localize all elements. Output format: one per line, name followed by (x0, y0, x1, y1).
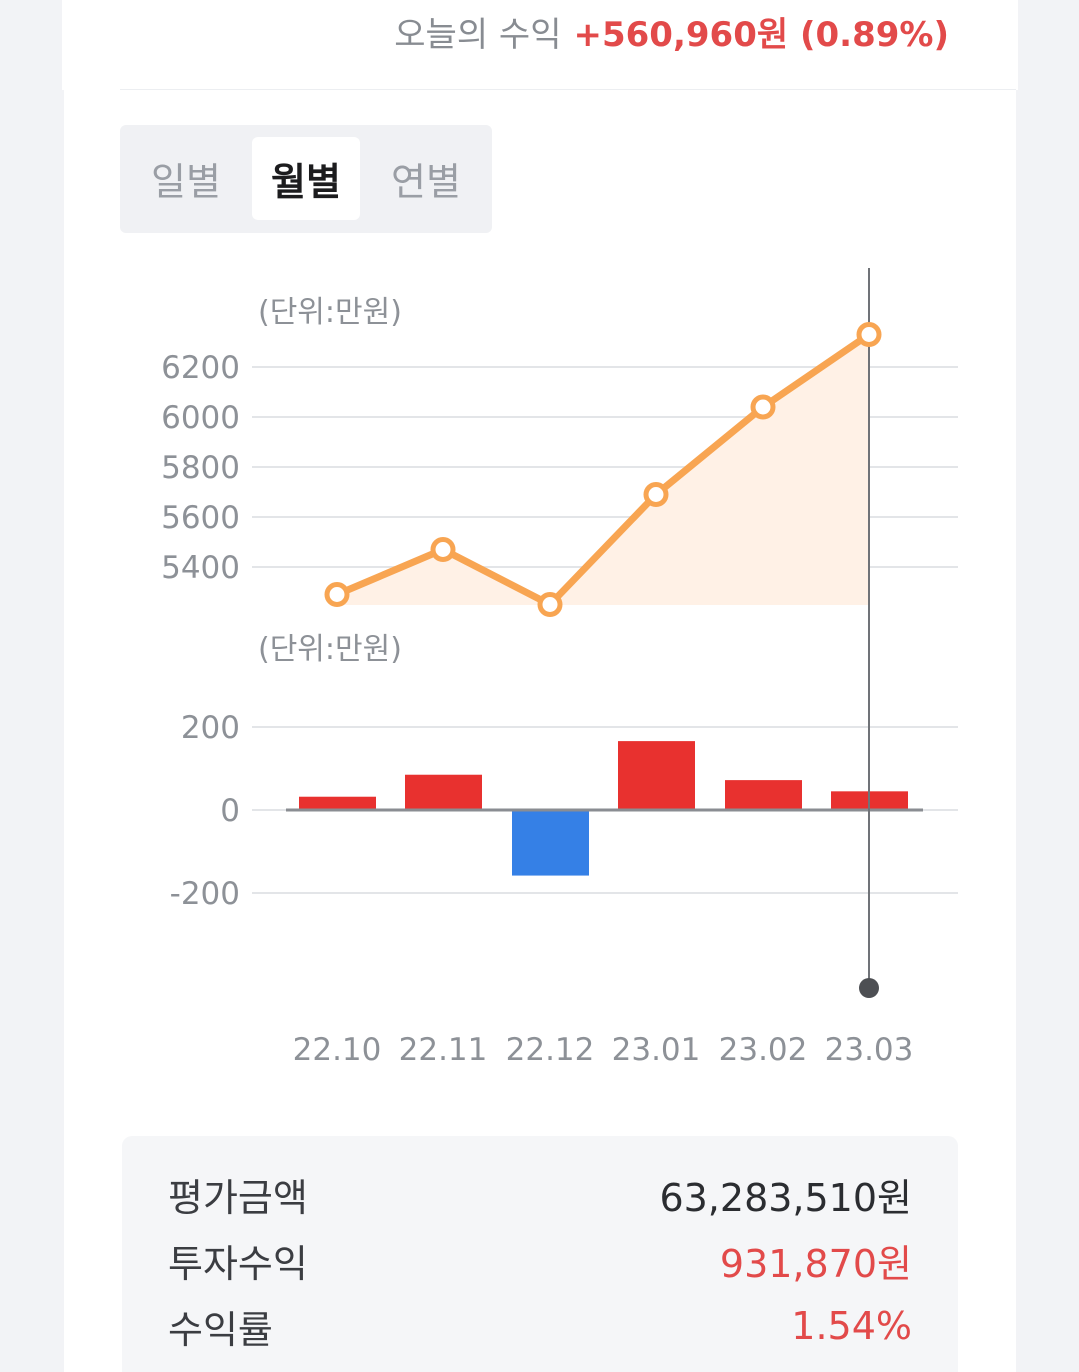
tab-monthly[interactable]: 월별 (252, 137, 360, 220)
cursor-handle (859, 978, 879, 998)
bar (618, 741, 695, 810)
x-tick-label: 23.03 (825, 1032, 914, 1068)
bar-y-tick-label: 200 (181, 710, 240, 746)
summary-label: 수익률 (168, 1307, 273, 1352)
x-tick-label: 23.02 (719, 1032, 808, 1068)
today-profit-value: +560,960원 (0.89%) (573, 14, 950, 55)
today-profit: 오늘의 수익 +560,960원 (0.89%) (394, 8, 950, 55)
line-point (856, 322, 882, 347)
line-point (750, 394, 776, 420)
summary-value: 63,283,510원 (659, 1175, 912, 1220)
x-tick-label: 23.01 (612, 1032, 701, 1068)
summary-row-investment-profit: 투자수익 931,870원 (168, 1232, 912, 1288)
x-tick-label: 22.12 (506, 1032, 595, 1068)
summary-row-return-rate: 수익률 1.54% (168, 1298, 912, 1354)
line-y-tick-label: 6200 (161, 350, 240, 386)
divider (120, 89, 1016, 90)
top-card (62, 0, 1018, 90)
line-area-fill (337, 334, 869, 605)
bar-y-tick-label: 0 (220, 793, 240, 829)
tab-daily[interactable]: 일별 (151, 160, 221, 204)
x-tick-label: 22.10 (293, 1032, 382, 1068)
bar (405, 774, 482, 810)
monthly-chart: (단위:만원) 5400 5600 5800 6000 6200 (단위:만원) -200 0 2… (161, 268, 958, 1068)
line-point (430, 537, 456, 562)
line-y-tick-label: 5800 (161, 450, 240, 486)
line-y-tick-label: 5600 (161, 500, 240, 536)
bar-y-tick-label: -200 (170, 876, 240, 912)
line-point (643, 482, 669, 507)
summary-row-valuation: 평가금액 63,283,510원 (168, 1166, 912, 1222)
x-tick-label: 22.11 (399, 1032, 488, 1068)
line-point (324, 582, 350, 607)
today-profit-label: 오늘의 수익 (394, 14, 562, 55)
bar (299, 796, 376, 810)
line-series (335, 331, 871, 608)
line-y-tick-label: 6000 (161, 400, 240, 436)
summary-value: 1.54% (791, 1304, 912, 1348)
summary-panel: 평가금액 63,283,510원 투자수익 931,870원 수익률 1.54% (122, 1136, 958, 1372)
line-unit-label: (단위:만원) (258, 295, 402, 330)
summary-label: 투자수익 (168, 1241, 308, 1286)
bar (725, 780, 802, 810)
bar (512, 810, 589, 876)
line-y-tick-label: 5400 (161, 550, 240, 586)
period-tabs: 일별 월별 연별 (120, 125, 492, 233)
summary-label: 평가금액 (168, 1175, 308, 1220)
bar-unit-label: (단위:만원) (258, 632, 402, 667)
summary-value: 931,870원 (719, 1241, 912, 1286)
line-point (537, 592, 563, 617)
tab-yearly[interactable]: 연별 (391, 160, 461, 204)
